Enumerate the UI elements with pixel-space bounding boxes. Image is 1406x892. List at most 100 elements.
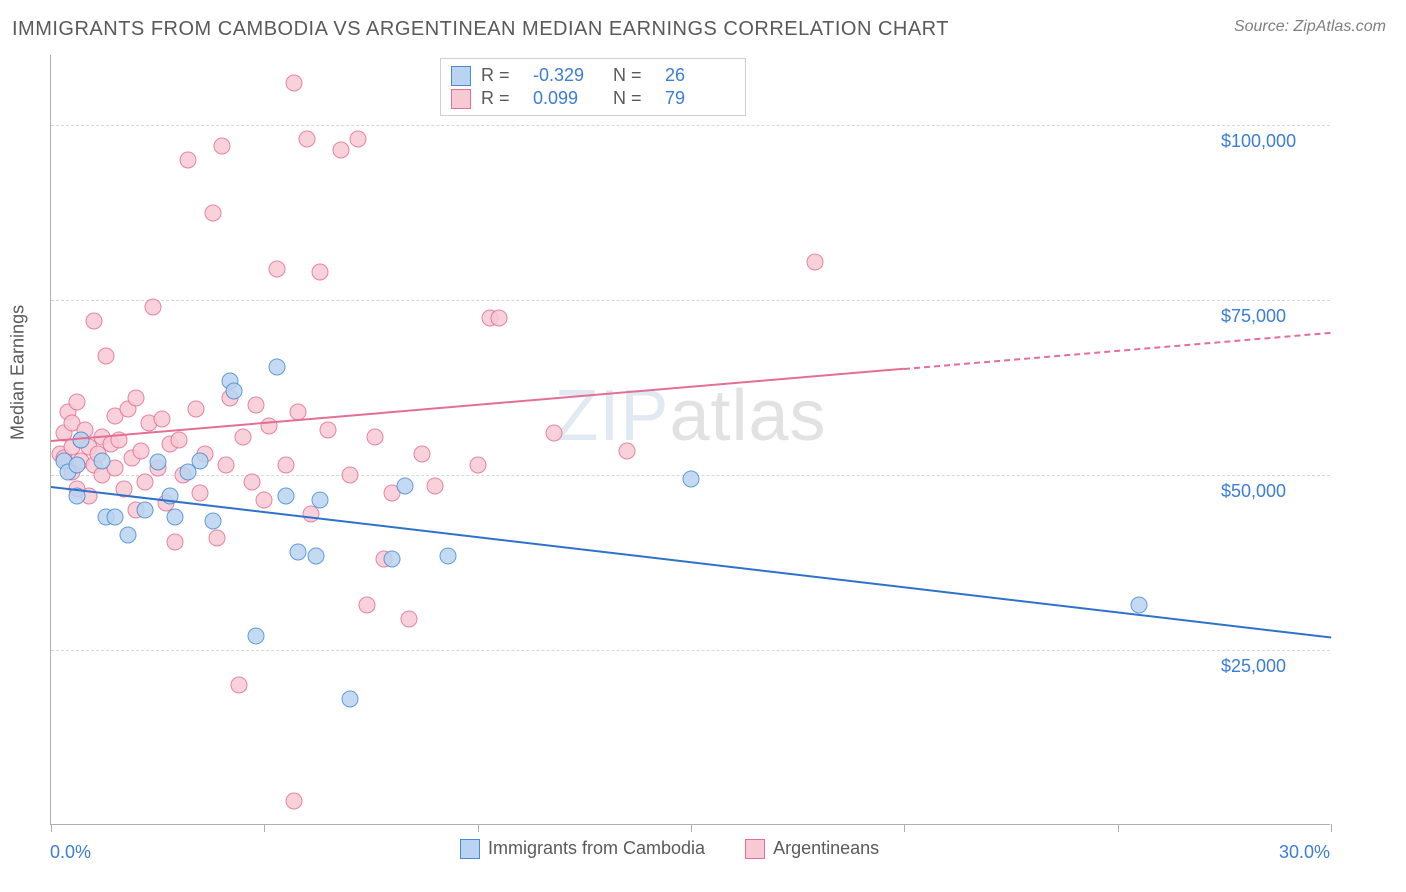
scatter-point xyxy=(153,411,170,428)
series-legend: Immigrants from Cambodia Argentineans xyxy=(460,838,879,859)
n-value: 79 xyxy=(665,88,735,109)
scatter-point xyxy=(277,456,294,473)
scatter-point xyxy=(217,456,234,473)
x-axis-tick xyxy=(904,824,905,832)
series-legend-item: Argentineans xyxy=(745,838,879,859)
scatter-point xyxy=(269,260,286,277)
trend-line-extrapolated xyxy=(904,331,1331,369)
scatter-point xyxy=(299,131,316,148)
scatter-point xyxy=(401,610,418,627)
plot-area: ZIPatlas $25,000$50,000$75,000$100,000 xyxy=(50,55,1330,825)
series-legend-label: Immigrants from Cambodia xyxy=(488,838,705,859)
scatter-point xyxy=(188,400,205,417)
scatter-point xyxy=(128,390,145,407)
scatter-point xyxy=(311,264,328,281)
y-axis-title: Median Earnings xyxy=(8,305,29,440)
scatter-point xyxy=(247,397,264,414)
x-axis-min-label: 0.0% xyxy=(50,842,91,863)
scatter-point xyxy=(171,432,188,449)
scatter-point xyxy=(414,446,431,463)
legend-swatch xyxy=(460,839,480,859)
scatter-point xyxy=(333,141,350,158)
scatter-point xyxy=(358,596,375,613)
chart-container: IMMIGRANTS FROM CAMBODIA VS ARGENTINEAN … xyxy=(0,0,1406,892)
scatter-point xyxy=(683,470,700,487)
scatter-point xyxy=(341,467,358,484)
scatter-point xyxy=(469,456,486,473)
scatter-point xyxy=(397,477,414,494)
scatter-point xyxy=(226,383,243,400)
scatter-point xyxy=(136,474,153,491)
scatter-point xyxy=(192,453,209,470)
scatter-point xyxy=(205,204,222,221)
scatter-point xyxy=(72,432,89,449)
legend-swatch xyxy=(451,66,471,86)
source-attribution: Source: ZipAtlas.com xyxy=(1234,18,1386,36)
scatter-point xyxy=(491,309,508,326)
x-axis-tick xyxy=(1331,824,1332,832)
scatter-point xyxy=(367,428,384,445)
y-axis-tick-label: $50,000 xyxy=(1221,481,1340,502)
x-axis-tick xyxy=(51,824,52,832)
scatter-point xyxy=(277,488,294,505)
watermark-thin: atlas xyxy=(669,376,826,456)
correlation-legend-row: R =-0.329N =26 xyxy=(451,65,735,86)
r-label: R = xyxy=(481,65,523,86)
scatter-point xyxy=(546,425,563,442)
scatter-point xyxy=(179,152,196,169)
scatter-point xyxy=(68,456,85,473)
scatter-point xyxy=(286,75,303,92)
series-legend-label: Argentineans xyxy=(773,838,879,859)
x-axis-tick xyxy=(1118,824,1119,832)
scatter-point xyxy=(307,547,324,564)
scatter-point xyxy=(136,502,153,519)
scatter-point xyxy=(806,253,823,270)
scatter-point xyxy=(145,299,162,316)
scatter-point xyxy=(85,313,102,330)
n-label: N = xyxy=(613,65,655,86)
y-axis-tick-label: $75,000 xyxy=(1221,306,1340,327)
scatter-point xyxy=(205,512,222,529)
scatter-point xyxy=(439,547,456,564)
scatter-point xyxy=(619,442,636,459)
scatter-point xyxy=(1131,596,1148,613)
trend-line xyxy=(51,486,1331,638)
scatter-point xyxy=(311,491,328,508)
x-axis-tick xyxy=(478,824,479,832)
gridline xyxy=(51,125,1330,126)
series-legend-item: Immigrants from Cambodia xyxy=(460,838,705,859)
scatter-point xyxy=(341,691,358,708)
scatter-point xyxy=(149,454,166,471)
r-value: -0.329 xyxy=(533,65,603,86)
scatter-point xyxy=(247,628,264,645)
correlation-legend: R =-0.329N =26R =0.099N =79 xyxy=(440,58,746,116)
scatter-point xyxy=(68,393,85,410)
n-label: N = xyxy=(613,88,655,109)
scatter-point xyxy=(384,551,401,568)
scatter-point xyxy=(119,526,136,543)
scatter-point xyxy=(350,131,367,148)
scatter-point xyxy=(230,677,247,694)
scatter-point xyxy=(235,428,252,445)
scatter-point xyxy=(94,453,111,470)
scatter-point xyxy=(256,491,273,508)
x-axis-tick xyxy=(691,824,692,832)
scatter-point xyxy=(290,544,307,561)
legend-swatch xyxy=(451,89,471,109)
scatter-point xyxy=(209,530,226,547)
scatter-point xyxy=(427,477,444,494)
correlation-legend-row: R =0.099N =79 xyxy=(451,88,735,109)
scatter-point xyxy=(213,138,230,155)
y-axis-tick-label: $25,000 xyxy=(1221,656,1340,677)
r-label: R = xyxy=(481,88,523,109)
gridline xyxy=(51,300,1330,301)
scatter-point xyxy=(192,484,209,501)
gridline xyxy=(51,650,1330,651)
chart-title: IMMIGRANTS FROM CAMBODIA VS ARGENTINEAN … xyxy=(12,18,949,41)
scatter-point xyxy=(286,792,303,809)
scatter-point xyxy=(132,442,149,459)
y-axis-tick-label: $100,000 xyxy=(1221,131,1340,152)
x-axis-tick xyxy=(264,824,265,832)
scatter-point xyxy=(107,509,124,526)
x-axis-max-label: 30.0% xyxy=(1279,842,1330,863)
